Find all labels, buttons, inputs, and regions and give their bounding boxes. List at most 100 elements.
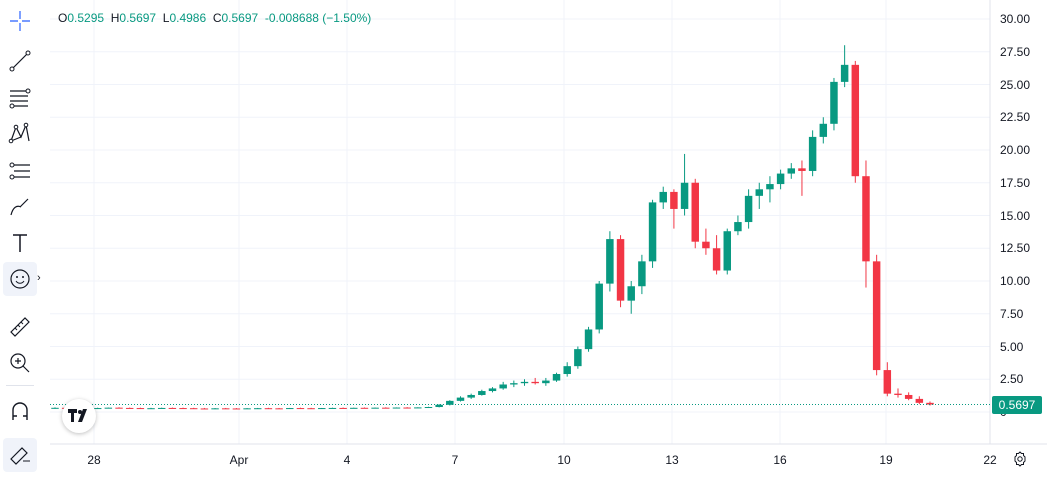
candle-body xyxy=(318,408,326,410)
candle-body xyxy=(595,283,603,330)
candle-body xyxy=(638,261,646,287)
candle-body xyxy=(424,407,433,409)
candle-body xyxy=(798,168,806,171)
open-label: O xyxy=(58,11,68,25)
candle-body xyxy=(584,329,593,350)
candle-body xyxy=(872,261,881,371)
low-label: L xyxy=(162,11,170,25)
settings-gear-icon[interactable] xyxy=(1011,450,1029,468)
high-value: 0.5697 xyxy=(119,11,157,25)
brush-icon[interactable] xyxy=(3,190,37,224)
candle-body xyxy=(414,407,422,409)
candle-body xyxy=(915,398,924,403)
candle-body xyxy=(264,408,273,410)
prediction-icon[interactable] xyxy=(3,154,37,188)
candle-body xyxy=(542,380,550,384)
candle-body xyxy=(179,408,187,410)
candle-body xyxy=(830,81,838,124)
crosshair-icon[interactable] xyxy=(3,4,37,38)
candle-body xyxy=(702,241,710,249)
candle-body xyxy=(606,239,614,284)
candle-body xyxy=(531,381,539,384)
low-value: 0.4986 xyxy=(169,11,207,25)
open-value: 0.5295 xyxy=(67,11,105,25)
price-tick-label: 7.50 xyxy=(1000,306,1024,321)
candle-body xyxy=(744,195,753,223)
trend-line-icon[interactable] xyxy=(3,44,37,78)
candle-body xyxy=(115,407,123,409)
candle-body xyxy=(243,408,251,410)
candle-body xyxy=(392,407,401,409)
magnet-icon[interactable] xyxy=(3,395,37,429)
candle-body xyxy=(904,394,913,399)
candle-body xyxy=(723,231,731,271)
candle-body xyxy=(467,394,475,398)
candle-body xyxy=(520,381,529,384)
candle-body xyxy=(808,136,817,171)
candle-body xyxy=(574,349,582,367)
candle-body xyxy=(147,408,155,410)
candle-body xyxy=(339,407,347,409)
candle-body xyxy=(659,191,667,203)
candle-body xyxy=(894,393,902,395)
ruler-icon[interactable] xyxy=(3,310,37,344)
price-tick-label: 20.00 xyxy=(1000,143,1031,157)
price-tick-label: 15.00 xyxy=(1000,208,1031,223)
candle-body xyxy=(382,407,390,409)
candle-body xyxy=(360,407,369,409)
candle-body xyxy=(851,64,860,177)
candle-body xyxy=(734,222,742,232)
emoji-icon[interactable] xyxy=(3,262,37,296)
candle-body xyxy=(51,407,59,409)
candle-body xyxy=(862,176,870,262)
candle-body xyxy=(254,408,262,410)
time-tick-label: Apr xyxy=(229,453,249,467)
candle-body xyxy=(211,408,219,410)
candle-body xyxy=(200,408,209,410)
text-icon[interactable] xyxy=(3,226,37,260)
price-tick-label: 2.50 xyxy=(1000,372,1024,387)
time-tick-label: 16 xyxy=(773,453,787,467)
pattern-icon[interactable] xyxy=(3,116,37,150)
candle-body xyxy=(275,408,283,410)
time-tick-label: 13 xyxy=(665,453,679,467)
chevron-right-icon[interactable]: › xyxy=(37,272,41,284)
time-tick-label: 28 xyxy=(87,453,101,467)
price-tick-label: 25.00 xyxy=(1000,77,1031,92)
candle-body xyxy=(93,408,102,410)
ohlc-legend: O0.5295 H0.5697 L0.4986 C0.5697 -0.00868… xyxy=(58,11,371,25)
candle-body xyxy=(712,248,721,271)
candle-body xyxy=(883,370,892,394)
fib-retracement-icon[interactable] xyxy=(3,80,37,114)
candle-body xyxy=(125,407,134,409)
candle-body xyxy=(766,184,774,190)
tradingview-logo[interactable] xyxy=(62,399,96,433)
time-tick-label: 4 xyxy=(343,453,351,467)
candle-body xyxy=(787,168,796,174)
candle-body xyxy=(232,408,241,410)
candle-body xyxy=(456,397,465,401)
candle-body xyxy=(435,404,443,408)
price-tick-label: 12.50 xyxy=(1000,241,1031,256)
close-value: 0.5697 xyxy=(221,11,259,25)
candle-body xyxy=(840,64,849,82)
candle-body xyxy=(755,189,764,196)
candle-body xyxy=(926,402,934,405)
candle-body xyxy=(819,123,828,137)
candle-body xyxy=(478,391,486,395)
candle-body xyxy=(691,182,699,242)
zoom-in-icon[interactable] xyxy=(3,346,37,380)
price-tick-label: 22.50 xyxy=(1000,110,1031,125)
lock-icon[interactable] xyxy=(3,438,37,472)
candle-body xyxy=(307,408,315,410)
time-tick-label: 10 xyxy=(557,453,571,467)
candle-body xyxy=(189,408,198,410)
candle-body xyxy=(168,407,177,409)
price-tick-label: 17.50 xyxy=(1000,175,1031,190)
drawing-toolbar: › xyxy=(0,0,41,487)
candle-body xyxy=(221,408,230,410)
candle-body xyxy=(680,182,689,209)
price-tick-label: 10.00 xyxy=(1000,274,1031,288)
candle-body xyxy=(627,286,635,301)
